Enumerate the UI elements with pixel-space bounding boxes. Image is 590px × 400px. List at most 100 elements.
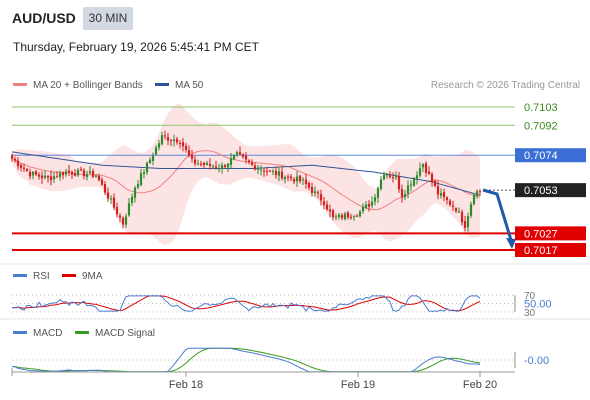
candle-body <box>250 162 254 165</box>
macd-signal-swatch <box>75 330 89 334</box>
candle-body <box>424 163 428 173</box>
candle-body <box>247 160 251 163</box>
candle-body <box>121 218 125 225</box>
legend-rsi: RSI <box>13 271 50 283</box>
rsi-current-label: 50.00 <box>524 299 552 311</box>
candle-body <box>478 191 482 193</box>
candle-body <box>163 135 167 137</box>
candle-body <box>301 179 305 181</box>
rsi-swatch <box>13 273 27 277</box>
candle-body <box>448 200 452 205</box>
current-price-label: 0.7053 <box>524 185 558 197</box>
candle-body <box>187 150 191 156</box>
candle-body <box>394 176 398 178</box>
candle-body <box>184 145 188 150</box>
current-price-box <box>515 183 586 198</box>
rsi-tick-label: 70 <box>524 291 536 302</box>
candle-body <box>148 159 152 164</box>
candle-body <box>457 211 461 213</box>
credit-text: Research © 2026 Trading Central <box>430 80 580 91</box>
candle-body <box>151 155 155 161</box>
candle-body <box>67 170 71 173</box>
candle-body <box>97 175 101 181</box>
candle-body <box>439 193 443 196</box>
macd-swatch <box>13 330 27 334</box>
candle-body <box>271 171 275 173</box>
candle-body <box>211 166 215 168</box>
candle-body <box>220 165 224 169</box>
candle-body <box>421 164 425 168</box>
macd-current-label: -0.00 <box>524 355 549 367</box>
candle-body <box>205 162 209 165</box>
candle-body <box>397 175 401 190</box>
candle-body <box>103 183 107 193</box>
support-label-box <box>515 226 586 241</box>
candle-body <box>346 212 350 218</box>
legend-rsi-ma: 9MA <box>62 271 103 283</box>
legend-rsi-label: RSI <box>33 271 50 282</box>
timeframe-badge[interactable]: 30 MIN <box>83 7 133 30</box>
candle-body <box>340 215 344 219</box>
candle-body <box>379 179 383 189</box>
candle-body <box>130 196 134 203</box>
candle-body <box>367 203 371 207</box>
candle-body <box>100 179 104 185</box>
candle-body <box>202 162 206 165</box>
candle-body <box>145 162 149 173</box>
candle-body <box>217 168 221 170</box>
candle-body <box>274 171 278 176</box>
candle-body <box>427 171 431 174</box>
candle-body <box>82 170 86 177</box>
candle-body <box>259 169 263 171</box>
candle-body <box>469 204 473 216</box>
candle-body <box>400 189 404 198</box>
resistance-label: 0.7092 <box>524 120 558 132</box>
candle-body <box>451 205 455 207</box>
candle-body <box>22 167 26 169</box>
legend-macd-signal: MACD Signal <box>75 328 155 340</box>
candle-body <box>58 172 62 177</box>
ma20-swatch <box>13 82 27 86</box>
candle-body <box>328 209 332 212</box>
candle-body <box>55 176 59 178</box>
support-label: 0.7017 <box>524 245 558 257</box>
candle-body <box>61 172 65 176</box>
candle-body <box>13 158 17 161</box>
support-label-box <box>515 243 586 257</box>
candle-body <box>226 163 230 168</box>
candle-body <box>262 170 266 172</box>
candle-body <box>76 170 80 176</box>
pivot-label-box <box>515 148 586 163</box>
candle-body <box>124 216 128 225</box>
candle-body <box>352 216 356 218</box>
candle-body <box>40 175 44 179</box>
candle-body <box>292 179 296 182</box>
candle-body <box>430 173 434 182</box>
candle-body <box>436 186 440 195</box>
candle-body <box>79 169 83 171</box>
candle-body <box>337 214 341 218</box>
legend-macd-label: MACD <box>33 328 63 339</box>
candle-body <box>232 155 236 160</box>
candle-body <box>445 197 449 201</box>
candle-body <box>235 152 239 155</box>
candle-body <box>166 137 170 141</box>
candle-body <box>277 171 281 176</box>
candle-body <box>331 210 335 218</box>
candle-body <box>304 179 308 185</box>
candle-body <box>364 204 368 208</box>
candle-body <box>25 169 29 171</box>
candle-body <box>175 138 179 143</box>
candle-body <box>319 194 323 201</box>
candle-body <box>46 175 50 178</box>
candle-body <box>142 172 146 174</box>
candle-body <box>343 213 347 220</box>
legend-rsi-ma-label: 9MA <box>82 271 103 282</box>
candle-body <box>376 188 380 198</box>
symbol-title: AUD/USD <box>12 10 76 26</box>
forecast-arrow <box>482 188 513 241</box>
legend-ma20-label: MA 20 + Bollinger Bands <box>33 80 143 91</box>
candle-body <box>355 215 359 217</box>
candle-body <box>454 207 458 212</box>
